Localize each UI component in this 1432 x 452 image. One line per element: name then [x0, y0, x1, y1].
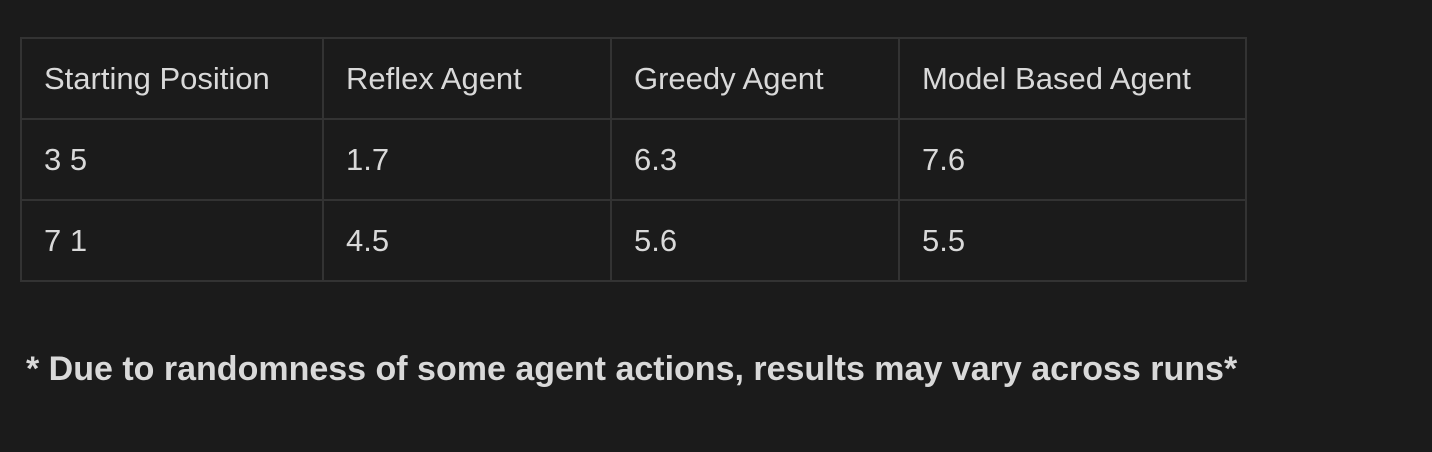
- header-row: Starting Position Reflex Agent Greedy Ag…: [20, 37, 1247, 120]
- cell-model-based-agent: 5.5: [898, 199, 1247, 282]
- table-row: 3 5 1.7 6.3 7.6: [20, 118, 1247, 201]
- cell-greedy-agent: 5.6: [610, 199, 900, 282]
- header-reflex-agent: Reflex Agent: [322, 37, 612, 120]
- header-greedy-agent: Greedy Agent: [610, 37, 900, 120]
- table-body: 3 5 1.7 6.3 7.6 7 1 4.5 5.6 5.5: [20, 118, 1247, 282]
- table-row: 7 1 4.5 5.6 5.5: [20, 199, 1247, 282]
- cell-starting-position: 7 1: [20, 199, 324, 282]
- cell-starting-position: 3 5: [20, 118, 324, 201]
- table-header: Starting Position Reflex Agent Greedy Ag…: [20, 37, 1247, 120]
- header-starting-position: Starting Position: [20, 37, 324, 120]
- header-model-based-agent: Model Based Agent: [898, 37, 1247, 120]
- results-table: Starting Position Reflex Agent Greedy Ag…: [20, 37, 1247, 282]
- cell-greedy-agent: 6.3: [610, 118, 900, 201]
- cell-reflex-agent: 1.7: [322, 118, 612, 201]
- footnote: * Due to randomness of some agent action…: [26, 350, 1238, 388]
- cell-reflex-agent: 4.5: [322, 199, 612, 282]
- cell-model-based-agent: 7.6: [898, 118, 1247, 201]
